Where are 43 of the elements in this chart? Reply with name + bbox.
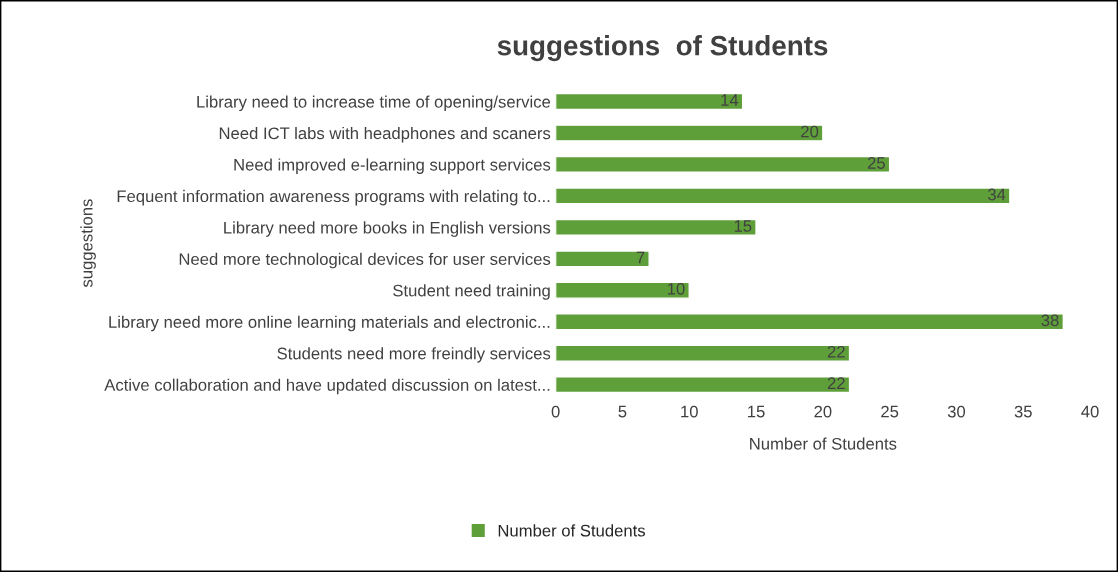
x-tick-label: 0 <box>551 405 560 418</box>
data-label: 10 <box>667 282 685 295</box>
y-tick-label: Need more technological devices for user services <box>179 252 551 269</box>
y-tick-label: Need improved e-learning support services <box>234 158 551 174</box>
x-tick-label: 20 <box>814 405 832 418</box>
data-label: 20 <box>801 125 819 138</box>
x-tick-label: 15 <box>748 405 765 418</box>
data-label: 22 <box>827 345 845 358</box>
y-tick-label: Active collaboration and have updated discussion on latest... <box>104 378 550 395</box>
bar <box>555 281 690 299</box>
bar <box>555 250 650 268</box>
x-tick-label: 35 <box>1014 405 1032 418</box>
bar <box>555 313 1065 331</box>
bar <box>555 124 824 142</box>
y-tick-label: Need ICT labs with headphones and scaners <box>219 126 551 143</box>
data-label: 25 <box>867 157 885 169</box>
y-axis-title: suggestions <box>80 199 96 288</box>
bar <box>555 344 851 362</box>
y-tick-label: Library need more books in English versions <box>224 221 551 237</box>
bar <box>555 218 757 236</box>
bar <box>555 92 744 111</box>
y-tick-label: Fequent information awareness programs with relating to... <box>117 189 550 206</box>
data-label: 7 <box>636 251 645 264</box>
data-label: 34 <box>987 188 1006 201</box>
y-tick-label: Library need more online learning materials and electronic... <box>109 315 550 332</box>
bar <box>555 376 851 394</box>
y-tick-label: Student need training <box>393 284 550 300</box>
chart-title: suggestions of Students <box>497 35 828 62</box>
legend-label: Number of Students <box>498 524 646 537</box>
x-tick-label: 30 <box>947 405 966 418</box>
x-tick-label: 25 <box>881 405 899 418</box>
y-tick-label: Library need to increase time of opening/service <box>197 95 551 112</box>
data-label: 38 <box>1041 314 1059 327</box>
data-label: 15 <box>734 220 752 232</box>
x-tick-label: 40 <box>1081 405 1099 418</box>
x-axis-title: Number of Students <box>750 437 897 450</box>
bar <box>555 187 1011 205</box>
data-label: 14 <box>721 94 739 106</box>
bar <box>555 155 891 174</box>
data-label: 22 <box>827 377 845 389</box>
y-tick-label: Students need more freindly services <box>277 347 551 363</box>
x-tick-label: 10 <box>681 405 698 418</box>
x-tick-label: 5 <box>618 405 627 418</box>
